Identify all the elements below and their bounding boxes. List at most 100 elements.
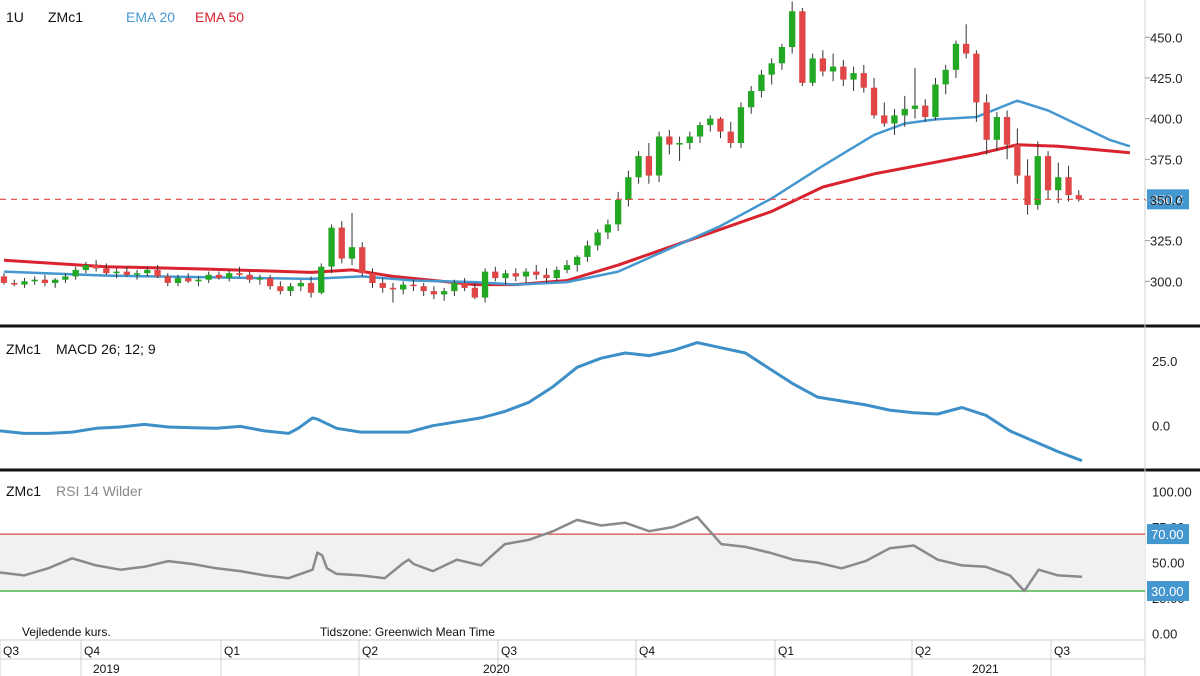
candle xyxy=(829,53,837,82)
candle-body-down xyxy=(881,115,888,124)
candle xyxy=(1055,162,1062,204)
candle xyxy=(758,69,765,98)
candle xyxy=(973,50,980,122)
candle-body-down xyxy=(492,271,499,279)
candle xyxy=(154,265,161,279)
candle-body-up xyxy=(348,247,356,259)
price-tick-label: 325.0 xyxy=(1150,234,1183,249)
candle xyxy=(635,151,642,184)
candle xyxy=(963,24,970,59)
candle-body-down xyxy=(0,276,8,283)
candle xyxy=(850,66,857,91)
candle xyxy=(451,279,458,296)
period-label: Q1 xyxy=(224,644,240,658)
candle-body-up xyxy=(144,269,151,274)
candle-body-down xyxy=(533,271,540,275)
candle xyxy=(297,279,304,292)
candle xyxy=(481,268,489,303)
candle xyxy=(993,112,1000,152)
candle-body-down xyxy=(267,278,274,287)
candle xyxy=(307,276,315,298)
period-label: Q2 xyxy=(915,644,931,658)
candle-body-up xyxy=(891,115,898,124)
candle xyxy=(144,266,151,277)
candle xyxy=(891,108,898,135)
rsi-lower-badge xyxy=(1147,581,1189,602)
last-price-label: 350.4 xyxy=(1151,192,1184,207)
candle-body-down xyxy=(727,131,734,143)
ema50-path xyxy=(3,143,1131,287)
candle xyxy=(185,273,192,283)
year-label: 2021 xyxy=(972,662,999,676)
candle-body-up xyxy=(522,271,530,277)
macd-tick-label: 25.0 xyxy=(1152,354,1177,369)
candle xyxy=(563,260,571,274)
candle xyxy=(512,268,519,282)
candle xyxy=(246,271,253,283)
candle-body-up xyxy=(297,283,304,287)
candle-body-down xyxy=(471,287,478,298)
rsi-tick-label: 50.00 xyxy=(1152,556,1185,571)
candle-body-up xyxy=(707,118,714,126)
candle-body-down xyxy=(799,11,806,83)
candle xyxy=(932,77,939,121)
candle-body-up xyxy=(481,271,489,298)
candlestick-series xyxy=(0,1,1082,303)
candle-body-down xyxy=(410,284,417,287)
candle xyxy=(881,102,888,127)
candle-body-up xyxy=(328,227,335,267)
candle xyxy=(1024,159,1031,215)
candle xyxy=(809,53,816,87)
candle-body-down xyxy=(819,58,826,72)
rsi-tick-label: 0.00 xyxy=(1152,627,1177,642)
candle xyxy=(819,50,826,77)
candle-body-down xyxy=(164,276,171,283)
candle-body-down xyxy=(963,43,970,54)
candle-body-down xyxy=(717,118,724,132)
candle xyxy=(400,281,407,295)
candle xyxy=(553,266,560,282)
candle-body-down xyxy=(41,279,49,283)
price-axis-ticks: 300.0 325.0 350.0 375.0 400.0 425.0 450.0 xyxy=(1145,30,1183,289)
candle xyxy=(441,287,448,301)
candle-body-down xyxy=(430,291,437,295)
candle xyxy=(768,58,775,85)
symbol-label: ZMc1 xyxy=(48,9,83,25)
candle xyxy=(471,282,478,300)
price-tick-label: 375.0 xyxy=(1150,152,1183,167)
candle xyxy=(737,102,745,148)
candle-body-down xyxy=(11,283,18,285)
candle xyxy=(502,269,509,285)
footer-note: Vejledende kurs. xyxy=(22,625,111,639)
candle-body-up xyxy=(584,245,591,257)
candle-body-down xyxy=(185,278,192,282)
rsi-line xyxy=(0,515,1083,593)
period-label: Q1 xyxy=(778,644,794,658)
candle-body-down xyxy=(840,66,847,80)
candle xyxy=(31,276,38,285)
candle xyxy=(123,266,130,277)
candle xyxy=(625,170,632,207)
candle xyxy=(911,68,919,119)
candle-body-down xyxy=(307,283,315,293)
last-price-marker: 350.4 xyxy=(0,189,1189,210)
candle-body-down xyxy=(215,274,223,279)
candle-body-up xyxy=(195,279,202,282)
candle-body-up xyxy=(226,273,233,279)
rsi-upper-badge-label: 70.00 xyxy=(1151,527,1184,542)
candle xyxy=(707,115,714,132)
candle-body-up xyxy=(625,177,632,200)
candle xyxy=(287,282,294,296)
macd-title: MACD 26; 12; 9 xyxy=(56,341,156,357)
candle xyxy=(389,282,397,303)
candle-body-up xyxy=(318,266,325,293)
candle xyxy=(645,143,652,184)
candle-body-down xyxy=(420,286,427,292)
candle xyxy=(205,271,212,283)
candle-body-down xyxy=(359,247,366,274)
ema20-legend: EMA 20 xyxy=(126,9,175,25)
candle-body-down xyxy=(922,105,929,117)
candle-body-up xyxy=(676,143,683,145)
candle xyxy=(113,268,120,279)
candle-body-down xyxy=(246,274,253,280)
